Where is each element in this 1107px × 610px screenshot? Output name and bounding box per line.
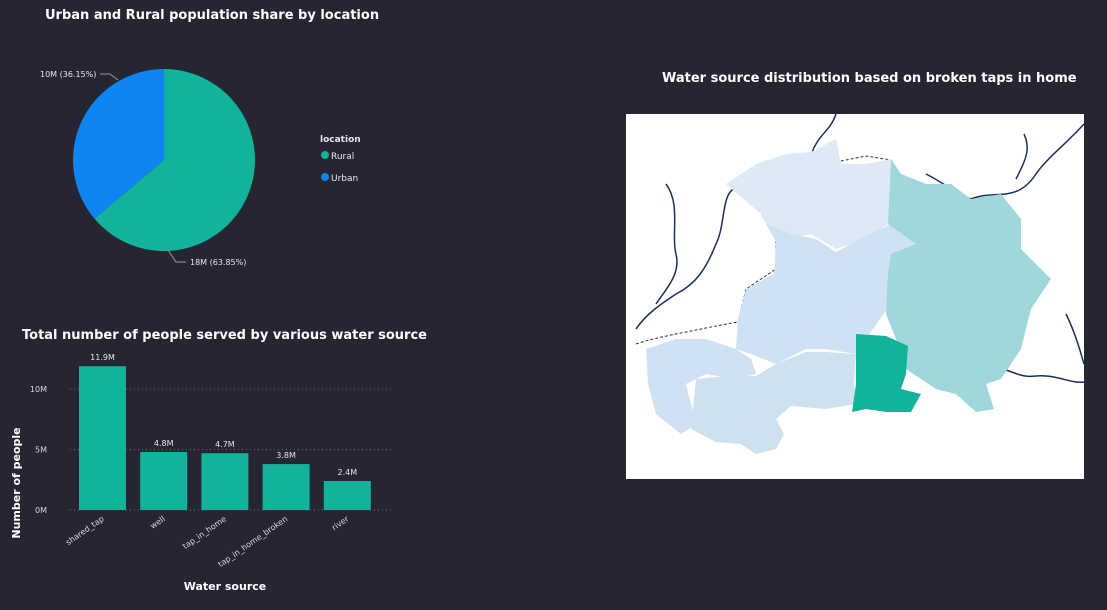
x-tick-label: tap_in_home [181,514,228,551]
bar-value-label: 3.8M [276,451,296,460]
map-river [1065,313,1084,365]
map-region-center [736,224,916,364]
bar-value-label: 4.7M [215,440,235,449]
x-tick-label: well [149,514,167,531]
legend-urban-label: Urban [331,174,358,184]
legend-urban-marker [321,173,329,181]
y-tick-label: 0M [35,506,47,515]
bar-well [140,452,188,510]
bar-tap_in_home [201,453,249,510]
map-title: Water source distribution based on broke… [662,71,1077,86]
legend-title: location [320,135,361,145]
bar-value-label: 4.8M [154,439,174,448]
pie-label-urban: 10M (36.15%) [40,70,96,79]
pie-slice-urban [72,69,164,219]
map-region-southwest [646,339,756,434]
map-region-south [691,352,856,454]
x-tick-label: river [330,514,351,532]
map-region-east [886,159,1051,412]
map-visual [626,114,1084,479]
legend-rural-marker [321,151,329,159]
x-axis-title: Water source [184,580,266,593]
pie-leader-rural [167,249,186,263]
pie-label-rural: 18M (63.85%) [190,258,246,267]
y-axis-title: Number of people [10,427,23,538]
bar-shared_tap [79,366,126,510]
bar-value-label: 2.4M [337,468,357,477]
map-river [655,183,678,305]
pie-chart-title: Urban and Rural population share by loca… [45,8,380,23]
bar-chart-title: Total number of people served by various… [22,328,427,343]
map-region-highlight [852,334,921,412]
map-svg [635,114,1084,454]
bar-chart: 0M 5M 10M 11.9M shared_tap 4.8M well 4.7M tap_i… [10,353,392,593]
pie-chart: 10M (36.15%) 18M (63.85%) location Rural… [40,69,361,267]
y-tick-label: 10M [30,385,47,394]
pie-slice-rural [94,69,255,252]
bar-river [323,481,371,510]
x-tick-label: tap_in_home_broken [216,514,289,569]
bar-tap_in_home_broken [262,464,310,510]
map-river [1015,133,1028,180]
legend-rural-label: Rural [331,152,354,162]
map-region-north [726,139,891,249]
x-tick-label: shared_tap [64,514,106,547]
pie-leader-urban [100,73,119,81]
y-tick-label: 5M [35,446,47,455]
bar-value-label: 11.9M [90,353,115,362]
